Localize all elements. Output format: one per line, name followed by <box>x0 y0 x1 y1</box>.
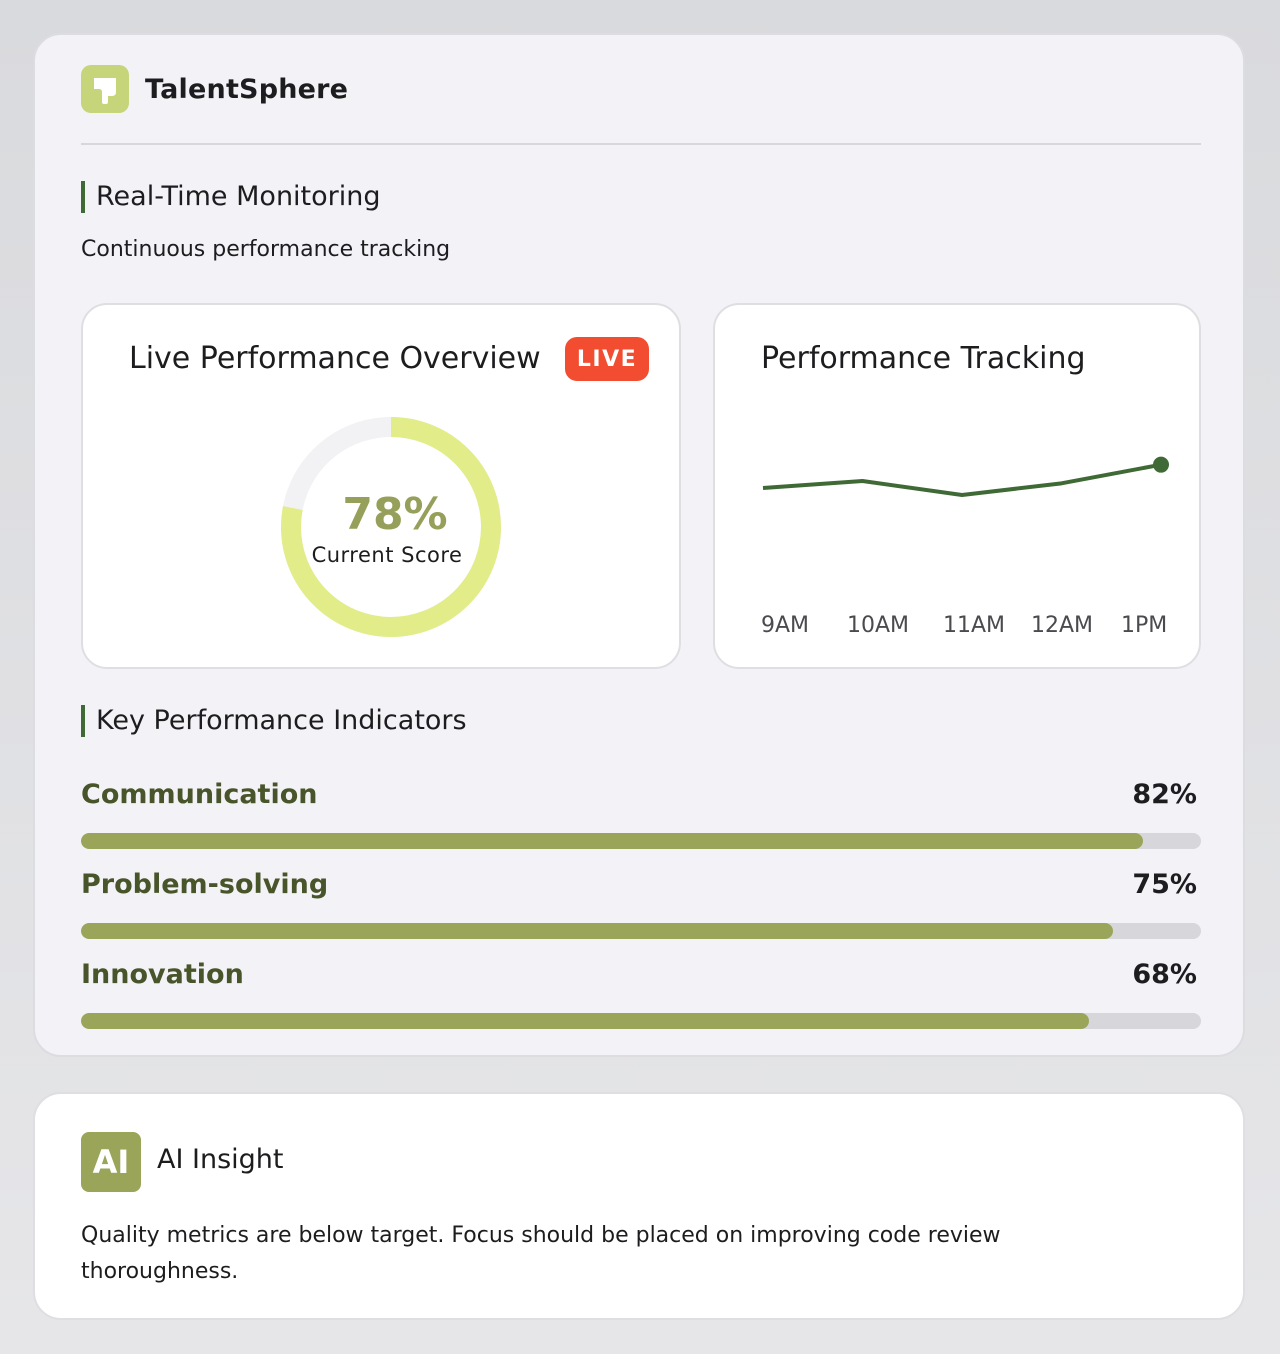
tick-label: 9AM <box>761 613 810 638</box>
kpi-bar-problem-solving <box>81 923 1201 939</box>
kpi-fill <box>81 923 1113 939</box>
tick-label: 1PM <box>1121 613 1168 638</box>
kpi-label-communication: Communication <box>81 779 318 810</box>
score-gauge: 78% Current Score <box>275 411 515 651</box>
kpi-value-communication: 82% <box>1132 779 1197 810</box>
live-overview-title: Live Performance Overview <box>129 341 541 376</box>
latest-point-marker <box>1153 456 1169 473</box>
brand: TalentSphere <box>81 65 348 113</box>
gauge-label: Current Score <box>311 543 463 567</box>
ai-insight-title: AI Insight <box>157 1144 284 1175</box>
kpi-label-innovation: Innovation <box>81 959 244 990</box>
ai-insight-card: AI AI Insight Quality metrics are below … <box>33 1092 1245 1320</box>
brand-name: TalentSphere <box>145 73 349 105</box>
ai-badge-icon: AI <box>81 1132 141 1192</box>
kpi-value-problem-solving: 75% <box>1132 869 1197 900</box>
tick-label: 10AM <box>847 613 910 638</box>
kpi-label-problem-solving: Problem-solving <box>81 869 329 900</box>
gauge-arc <box>281 417 501 637</box>
tick-label: 12AM <box>1031 613 1094 638</box>
gauge-value: 78% <box>342 489 448 540</box>
tick-label: 11AM <box>943 613 1006 638</box>
performance-line-chart <box>762 456 1169 497</box>
performance-tracking-panel: Performance Tracking 9AM 10AM 11AM 12AM … <box>713 303 1201 669</box>
header-divider <box>81 143 1201 145</box>
kpi-value-innovation: 68% <box>1132 959 1197 990</box>
live-overview-panel: Live Performance Overview LIVE 78% Curre… <box>81 303 681 669</box>
kpi-bar-innovation <box>81 1013 1201 1029</box>
performance-tracking-title: Performance Tracking <box>761 341 1086 376</box>
series-line <box>762 462 1162 497</box>
talentsphere-logo-icon <box>81 65 129 113</box>
live-badge: LIVE <box>565 337 649 381</box>
monitoring-heading: Real-Time Monitoring <box>81 181 381 213</box>
kpi-fill <box>81 833 1143 849</box>
kpi-heading: Key Performance Indicators <box>81 705 467 737</box>
real-time-monitoring-card: TalentSphere Real-Time Monitoring Contin… <box>33 33 1245 1057</box>
kpi-bar-communication <box>81 833 1201 849</box>
kpi-fill <box>81 1013 1089 1029</box>
ai-insight-text: Quality metrics are below target. Focus … <box>81 1223 1001 1284</box>
monitoring-subheading: Continuous performance tracking <box>81 237 451 262</box>
